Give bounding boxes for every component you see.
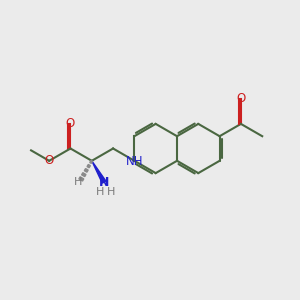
Polygon shape (90, 160, 93, 164)
Text: H: H (95, 187, 104, 197)
Polygon shape (87, 164, 90, 168)
Text: H: H (106, 187, 115, 197)
Text: O: O (66, 117, 75, 130)
Text: N: N (99, 176, 109, 189)
Polygon shape (82, 173, 86, 177)
Polygon shape (84, 169, 88, 172)
Text: O: O (236, 92, 245, 105)
Text: NH: NH (126, 155, 143, 168)
Text: O: O (44, 154, 54, 167)
Polygon shape (79, 177, 84, 181)
Polygon shape (92, 161, 106, 183)
Text: H: H (74, 177, 82, 187)
